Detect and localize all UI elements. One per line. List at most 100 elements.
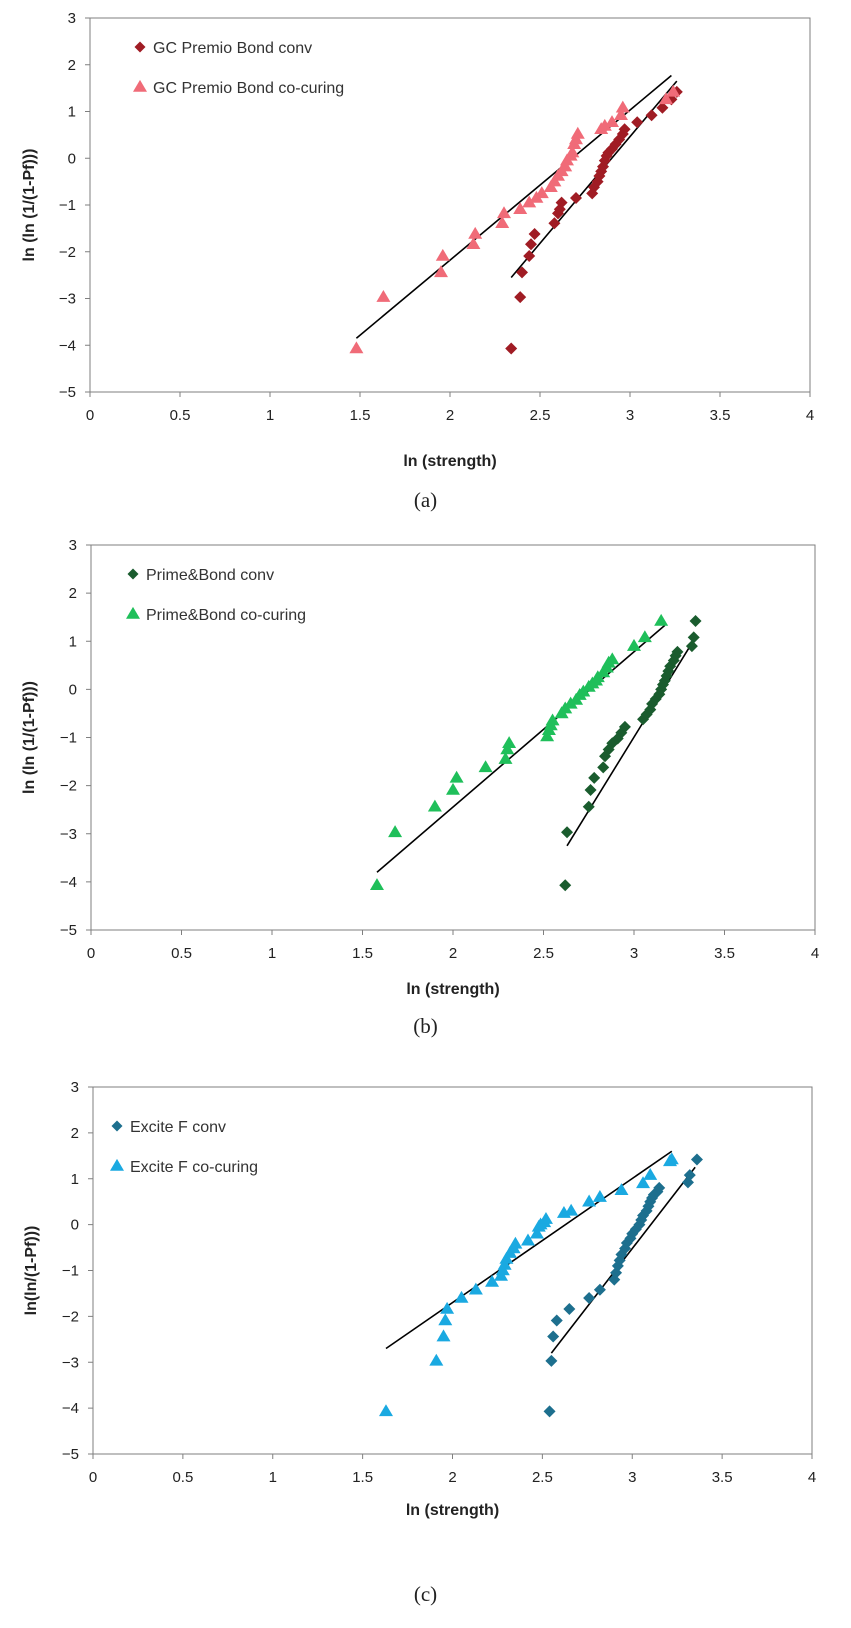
diamond-point <box>523 249 536 262</box>
triangle-point <box>502 736 517 749</box>
diamond-point <box>550 1314 563 1327</box>
diamond-point <box>620 1236 633 1249</box>
y-tick-label: −2 <box>60 778 77 795</box>
x-tick-label: 0.5 <box>172 1469 193 1486</box>
diamond-point <box>597 761 610 774</box>
triangle-point <box>349 341 364 354</box>
y-tick-label: 3 <box>69 537 77 554</box>
triangle-point <box>545 713 560 726</box>
triangle-point <box>478 760 493 773</box>
y-tick-label: −5 <box>59 384 76 401</box>
legend-marker <box>111 1120 123 1132</box>
triangle-point <box>495 216 510 228</box>
triangle-point <box>369 878 384 891</box>
x-tick-label: 4 <box>808 1469 816 1486</box>
diamond-point <box>687 631 700 644</box>
triangle-point <box>654 613 669 626</box>
triangle-point <box>376 289 391 302</box>
diamond-point <box>645 109 658 122</box>
legend-label: Prime&Bond conv <box>146 567 274 584</box>
diamond-point <box>683 1169 696 1182</box>
y-tick-label: −3 <box>59 291 76 308</box>
legend-marker <box>126 606 140 619</box>
triangle-point <box>388 825 403 838</box>
triangle-point <box>520 1233 535 1246</box>
y-tick-label: −3 <box>60 826 77 843</box>
x-tick-label: 1.5 <box>350 407 371 424</box>
chart-panel-a: 0 0.5 1 1.5 2 2.5 3 3.5 4 3 2 1 0 −1 −2 −3 −4 −5 ln (stren… <box>0 0 851 530</box>
trendline <box>376 624 666 873</box>
y-tick-label: −4 <box>62 1400 79 1417</box>
trendline <box>566 645 691 847</box>
plot-area <box>92 1086 813 1455</box>
diamond-point <box>619 1242 632 1255</box>
triangle-point <box>429 1353 444 1366</box>
triangle-point <box>666 84 681 97</box>
triangle-point <box>614 1183 629 1195</box>
triangle-point <box>614 108 628 120</box>
chart-a-svg: 0 0.5 1 1.5 2 2.5 3 3.5 4 3 2 1 0 −1 −2 −3 −4 −5 ln (stren… <box>21 10 814 470</box>
triangle-point <box>440 1301 455 1314</box>
y-tick-label: 2 <box>69 585 77 602</box>
y-tick-label: −2 <box>62 1308 79 1325</box>
y-tick-label: −5 <box>60 922 77 939</box>
triangle-point <box>597 118 612 131</box>
diamond-point <box>583 1292 596 1305</box>
x-tick-label: 1 <box>266 407 274 424</box>
diamond-point <box>563 1303 576 1316</box>
triangle-point <box>435 248 450 261</box>
y-tick-label: −4 <box>59 337 76 354</box>
diamond-point <box>611 1259 624 1272</box>
diamond-point <box>516 266 528 279</box>
triangle-point <box>522 195 537 208</box>
triangle-point <box>636 1176 651 1189</box>
diamond-point <box>610 1266 623 1279</box>
triangle-point <box>627 638 641 651</box>
y-tick-label: 1 <box>71 1171 79 1188</box>
legend-marker <box>134 41 146 53</box>
x-tick-label: 2.5 <box>533 945 554 962</box>
x-tick-label: 3 <box>626 407 634 424</box>
diamond-point <box>635 1214 648 1227</box>
diamond-point <box>631 116 644 129</box>
triangle-point <box>643 1167 658 1180</box>
y-tick-label: −1 <box>59 197 76 214</box>
y-tick-label: −4 <box>60 874 77 891</box>
triangle-point <box>466 237 481 250</box>
diamond-point <box>559 879 572 892</box>
diamond-point <box>624 1232 637 1245</box>
y-tick-label: 3 <box>68 10 76 27</box>
x-tick-label: 2.5 <box>530 407 551 424</box>
triangle-point <box>664 1152 679 1165</box>
x-tick-label: 0 <box>89 1469 97 1486</box>
triangle-point <box>582 1194 597 1207</box>
x-tick-label: 3.5 <box>712 1469 733 1486</box>
diamond-point <box>525 238 537 251</box>
legend-marker <box>133 79 147 92</box>
triangle-point <box>605 652 620 665</box>
y-tick-label: 0 <box>69 681 77 698</box>
triangle-point <box>540 729 555 742</box>
y-tick-label: 2 <box>68 57 76 74</box>
y-tick-label: −1 <box>60 730 77 747</box>
triangle-point <box>427 799 442 812</box>
x-tick-label: 4 <box>811 945 819 962</box>
triangle-point <box>565 145 580 158</box>
diamond-point <box>599 750 612 763</box>
y-axis-title: ln (ln (1/(1-Pf))) <box>21 681 38 794</box>
x-tick-label: 1.5 <box>352 1469 373 1486</box>
chart-b-caption: (b) <box>413 1014 438 1038</box>
diamond-point <box>656 101 669 114</box>
plot-area <box>90 544 816 931</box>
y-tick-label: −3 <box>62 1354 79 1371</box>
diamond-point <box>548 217 561 230</box>
diamond-point <box>505 342 518 355</box>
triangle-point <box>558 159 573 172</box>
diamond-point <box>685 640 698 653</box>
diamond-point <box>543 1405 556 1418</box>
x-tick-label: 3.5 <box>714 945 735 962</box>
diamond-point <box>671 645 684 658</box>
y-tick-label: 3 <box>71 1079 79 1096</box>
legend-marker <box>127 568 139 580</box>
diamond-point <box>653 1181 666 1194</box>
